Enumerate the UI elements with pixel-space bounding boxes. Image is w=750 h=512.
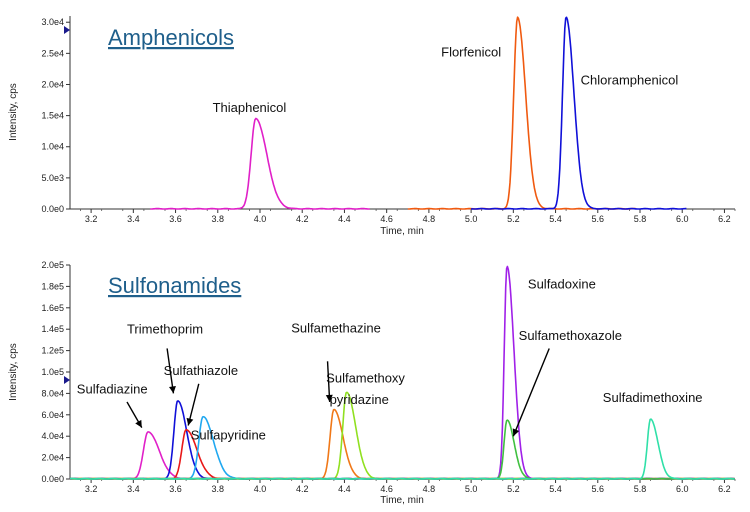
x-tick-label: 5.8 — [634, 484, 647, 494]
arrowhead-icon — [169, 385, 176, 394]
x-tick-label: 4.8 — [423, 214, 436, 224]
y-tick-label: 1.8e5 — [41, 281, 64, 291]
x-tick-label: 3.4 — [127, 214, 140, 224]
x-tick-label: 3.8 — [212, 214, 225, 224]
peak-label: Florfenicol — [441, 44, 501, 59]
panel1-labels: Thiaphenicol Florfenicol Chloramphenicol — [213, 44, 679, 114]
x-tick-label: 5.2 — [507, 484, 520, 494]
y-tick-label: 0.0e0 — [41, 474, 64, 484]
peak-label: Sulfapyridine — [191, 427, 266, 442]
panel2-cursor-marker-icon — [64, 376, 70, 384]
panel2-y-axis-title: Intensity, cps — [8, 343, 19, 401]
panel2-x-axis-title: Time, min — [380, 495, 424, 506]
x-tick-label: 4.2 — [296, 484, 309, 494]
x-tick-label: 4.6 — [380, 214, 393, 224]
panel1-ticks: 3.2 3.4 3.6 3.8 4.0 4.2 4.4 4.6 4.8 5.0 5.2 5.4 5.6 5… — [41, 17, 736, 224]
x-tick-label: 4.4 — [338, 214, 351, 224]
y-tick-label: 1.4e5 — [41, 324, 64, 334]
panel1-title: Amphenicols — [108, 25, 234, 50]
series-line-sulfadimethoxine — [70, 418, 735, 480]
panel-sulfonamides: Sulfonamides Intensity, cps Time, min 3.… — [8, 260, 736, 506]
panel2-arrows — [126, 348, 550, 437]
arrowhead-icon — [135, 419, 142, 428]
peak-label: Chloramphenicol — [581, 72, 679, 87]
x-tick-label: 4.4 — [338, 484, 351, 494]
y-tick-label: 2.0e4 — [41, 453, 64, 463]
y-tick-label: 1.6e5 — [41, 303, 64, 313]
peak-label: Sulfathiazole — [164, 363, 238, 378]
panel2-title: Sulfonamides — [108, 273, 241, 298]
peak-label: Trimethoprim — [127, 321, 203, 336]
arrow-sulfamethoxazole — [512, 348, 550, 437]
y-tick-label: 5.0e3 — [41, 173, 64, 183]
panel2-series — [69, 265, 735, 480]
y-tick-label: 1.2e5 — [41, 346, 64, 356]
x-tick-label: 5.6 — [592, 484, 605, 494]
peak-label: Thiaphenicol — [213, 100, 287, 115]
peak-label: Sulfadiazine — [77, 381, 148, 396]
x-tick-label: 5.0 — [465, 214, 478, 224]
arrow-sulfathiazole — [187, 383, 200, 426]
x-tick-label: 6.0 — [676, 214, 689, 224]
y-tick-label: 1.5e4 — [41, 111, 64, 121]
x-tick-label: 6.2 — [718, 484, 731, 494]
y-tick-label: 0.0e0 — [41, 204, 64, 214]
peak-label: Sulfamethoxazole — [519, 328, 622, 343]
panel1-cursor-marker-icon — [64, 26, 70, 34]
panel1-y-axis-title: Intensity, cps — [8, 83, 19, 141]
y-tick-label: 2.0e4 — [41, 79, 64, 89]
y-tick-label: 3.0e4 — [41, 17, 64, 27]
x-tick-label: 4.8 — [423, 484, 436, 494]
x-tick-label: 3.2 — [85, 214, 98, 224]
arrowhead-icon — [186, 417, 194, 426]
y-tick-label: 6.0e4 — [41, 410, 64, 420]
y-tick-label: 1.0e4 — [41, 142, 64, 152]
peak-label: Sulfamethazine — [291, 320, 381, 335]
panel-amphenicols: Amphenicols Intensity, cps Time, min 3.2… — [8, 16, 736, 237]
x-tick-label: 5.4 — [549, 214, 562, 224]
series-line-thiaphenicol — [150, 117, 370, 210]
x-tick-label: 5.8 — [634, 214, 647, 224]
y-tick-label: 8.0e4 — [41, 388, 64, 398]
x-tick-label: 3.8 — [212, 484, 225, 494]
x-tick-label: 3.2 — [85, 484, 98, 494]
x-tick-label: 5.4 — [549, 484, 562, 494]
arrowhead-icon — [325, 394, 333, 402]
x-tick-label: 6.2 — [718, 214, 731, 224]
arrowhead-icon — [512, 428, 520, 437]
peak-label: Sulfamethoxy — [326, 371, 405, 386]
x-tick-label: 3.4 — [127, 484, 140, 494]
x-tick-label: 3.6 — [169, 214, 182, 224]
panel1-series — [150, 16, 687, 210]
x-tick-label: 4.6 — [380, 484, 393, 494]
x-tick-label: 5.6 — [592, 214, 605, 224]
x-tick-label: 4.0 — [254, 214, 267, 224]
peak-label: Sulfadimethoxine — [603, 390, 703, 405]
peak-label: Sulfadoxine — [528, 277, 596, 292]
x-tick-label: 6.0 — [676, 484, 689, 494]
x-tick-label: 4.0 — [254, 484, 267, 494]
y-tick-label: 4.0e4 — [41, 431, 64, 441]
y-tick-label: 2.5e4 — [41, 48, 64, 58]
arrow-trimethoprim — [166, 348, 175, 394]
x-tick-label: 3.6 — [169, 484, 182, 494]
x-tick-label: 4.2 — [296, 214, 309, 224]
panel1-x-axis-title: Time, min — [380, 226, 424, 237]
y-tick-label: 2.0e5 — [41, 260, 64, 270]
y-tick-label: 1.0e5 — [41, 367, 64, 377]
series-line-chloramphenicol — [471, 16, 687, 210]
peak-label: pyridazine — [330, 392, 389, 407]
panel2-labels: Sulfadiazine Trimethoprim Sulfathiazole Sul… — [77, 277, 703, 443]
x-tick-label: 5.0 — [465, 484, 478, 494]
series-line-trimethoprim — [69, 400, 735, 480]
panel2-ticks: 3.2 3.4 3.6 3.8 4.0 4.2 4.4 4.6 4.8 5.0 5.2 5.4 5.6 5… — [41, 260, 736, 494]
x-tick-label: 5.2 — [507, 214, 520, 224]
